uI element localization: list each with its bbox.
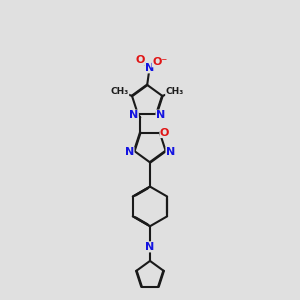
Text: O: O [135, 55, 144, 64]
Text: N: N [166, 147, 175, 158]
Text: CH₃: CH₃ [110, 87, 129, 96]
Text: N: N [146, 242, 154, 252]
Text: N: N [156, 110, 165, 120]
Text: +: + [150, 58, 157, 68]
Text: N: N [129, 110, 138, 120]
Text: CH₃: CH₃ [166, 87, 184, 96]
Text: N: N [145, 63, 154, 73]
Text: N: N [125, 147, 134, 158]
Text: O: O [160, 128, 169, 137]
Text: O⁻: O⁻ [152, 57, 167, 67]
